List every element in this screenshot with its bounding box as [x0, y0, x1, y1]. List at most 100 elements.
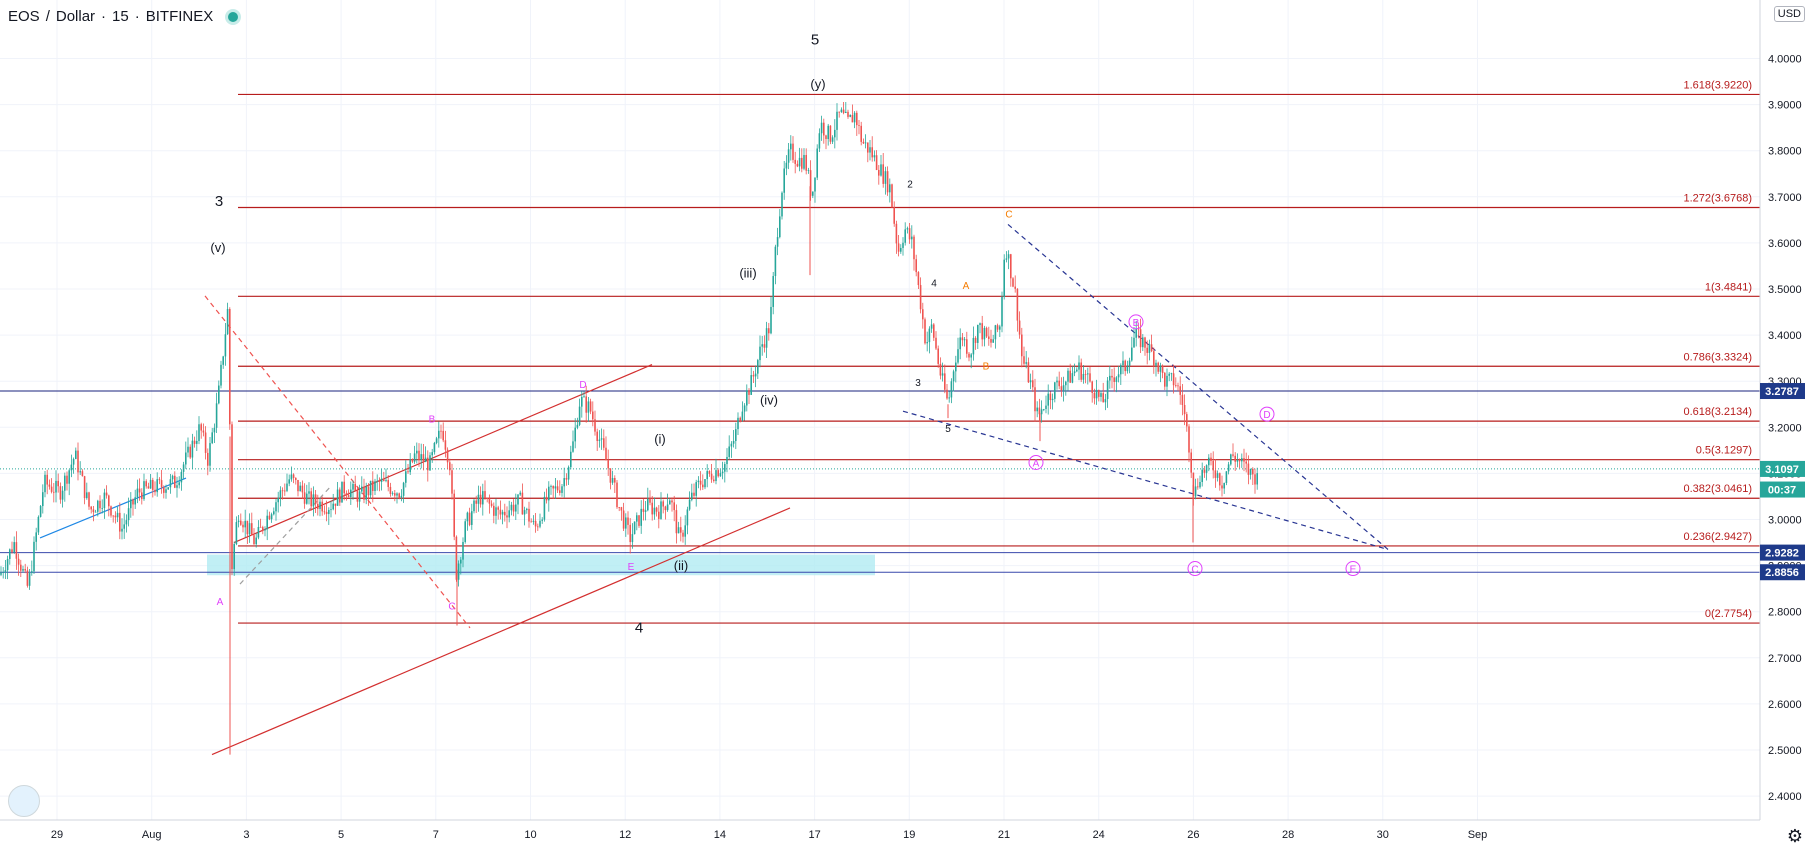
candle-body [662, 501, 664, 507]
candle-body [495, 507, 497, 516]
candle-body [119, 512, 121, 532]
candle-body [1159, 365, 1162, 372]
candle-body [171, 475, 174, 480]
price-axis[interactable]: 4.0000 3.9000 3.8000 3.7000 3.6000 3.5000 3.40… [1759, 0, 1802, 820]
candle-body [424, 457, 427, 463]
candle-body [633, 521, 636, 535]
candle-body [798, 157, 801, 167]
trendline[interactable] [211, 507, 791, 756]
candle-body [990, 338, 992, 343]
candle-body [277, 497, 279, 503]
candle-body [240, 520, 242, 525]
candle-body [361, 486, 363, 492]
time-tick-label: 7 [433, 829, 439, 841]
candle-body [567, 467, 570, 480]
candle-body [48, 484, 51, 487]
candle-body [169, 479, 172, 488]
candle-body [152, 479, 154, 490]
candle-body [61, 490, 64, 500]
candle-body [94, 511, 97, 513]
candle-body [26, 570, 29, 586]
candle-body [761, 344, 763, 347]
candle-body [53, 491, 55, 493]
candle-body [215, 403, 218, 428]
candle-body [1247, 463, 1250, 475]
candle-body [125, 520, 128, 525]
candle-body [1126, 365, 1129, 372]
candle-body [356, 490, 359, 502]
candle-body [68, 470, 70, 484]
candle-body [647, 498, 649, 511]
candle-body [710, 473, 713, 480]
candle-body [1060, 386, 1063, 391]
wave-label: 3 [215, 193, 223, 210]
candle-body [658, 511, 660, 519]
candle-body [317, 503, 319, 509]
candle-body [653, 507, 656, 515]
candle-body [176, 485, 178, 488]
candle-body [134, 497, 136, 505]
candle-body [803, 154, 805, 169]
trendline[interactable] [233, 364, 653, 544]
candle-body [631, 534, 634, 543]
candle-body [1179, 386, 1181, 395]
candle-body [871, 147, 873, 158]
candle-body [416, 450, 418, 454]
candle-body [163, 487, 165, 493]
candle-body [1256, 473, 1258, 485]
candle-body [1047, 393, 1049, 406]
currency-button[interactable]: USD [1773, 6, 1805, 22]
wave-label-circle [1028, 454, 1044, 470]
candle-body [1067, 370, 1069, 382]
candle-body [266, 515, 268, 530]
candle-body [862, 141, 865, 144]
candle-body [737, 417, 739, 430]
trendline[interactable] [204, 295, 471, 629]
candle-body [750, 375, 752, 395]
separator: / [45, 8, 50, 25]
candle-body [1003, 259, 1005, 297]
candle-body [112, 515, 114, 517]
candle-body [191, 440, 194, 458]
candle-body [950, 381, 953, 398]
candle-body [15, 542, 18, 559]
candle-body [977, 324, 979, 343]
candle-body [1007, 254, 1010, 259]
candle-body [1131, 347, 1133, 361]
candle-body [339, 489, 341, 503]
candle-body [127, 508, 130, 521]
candle-body [530, 521, 532, 523]
gear-icon[interactable]: ⚙ [1786, 826, 1803, 846]
candle-body [1080, 362, 1082, 380]
candle-body [790, 143, 792, 150]
fibonacci-levels[interactable]: 1.618(3.9220) 1.272(3.6768) 1(3.4841) 0.786… [238, 79, 1760, 624]
tradingview-logo-icon[interactable] [8, 785, 40, 817]
candle-body [526, 508, 528, 511]
candle-body [413, 453, 416, 462]
candle-body [992, 339, 994, 343]
candle-body [1106, 380, 1109, 400]
candle-body [180, 471, 183, 483]
time-tick-label: 24 [1093, 829, 1105, 841]
candle-body [299, 485, 301, 492]
candle-body [772, 276, 774, 307]
symbol-legend[interactable]: EOS / Dollar · 15 · BITFINEX [8, 8, 242, 25]
trendlines[interactable] [39, 224, 1389, 756]
candle-body [600, 438, 603, 440]
trendline[interactable] [1007, 224, 1389, 550]
candle-body [629, 524, 631, 543]
candle-body [686, 509, 689, 526]
candle-body [374, 481, 376, 492]
trendline[interactable] [902, 410, 1389, 551]
candle-body [455, 536, 458, 580]
candle-body [460, 559, 462, 564]
candle-body [607, 460, 609, 469]
horizontal-lines[interactable] [0, 390, 1760, 573]
candle-body [699, 480, 702, 485]
candle-body [400, 495, 403, 498]
time-axis[interactable]: 29 Aug 3 5 7 10 12 14 17 19 21 24 26 28 30 Sep [0, 819, 1760, 841]
candle-body [218, 385, 220, 404]
candle-body [917, 272, 920, 286]
candle-body [1186, 414, 1188, 427]
